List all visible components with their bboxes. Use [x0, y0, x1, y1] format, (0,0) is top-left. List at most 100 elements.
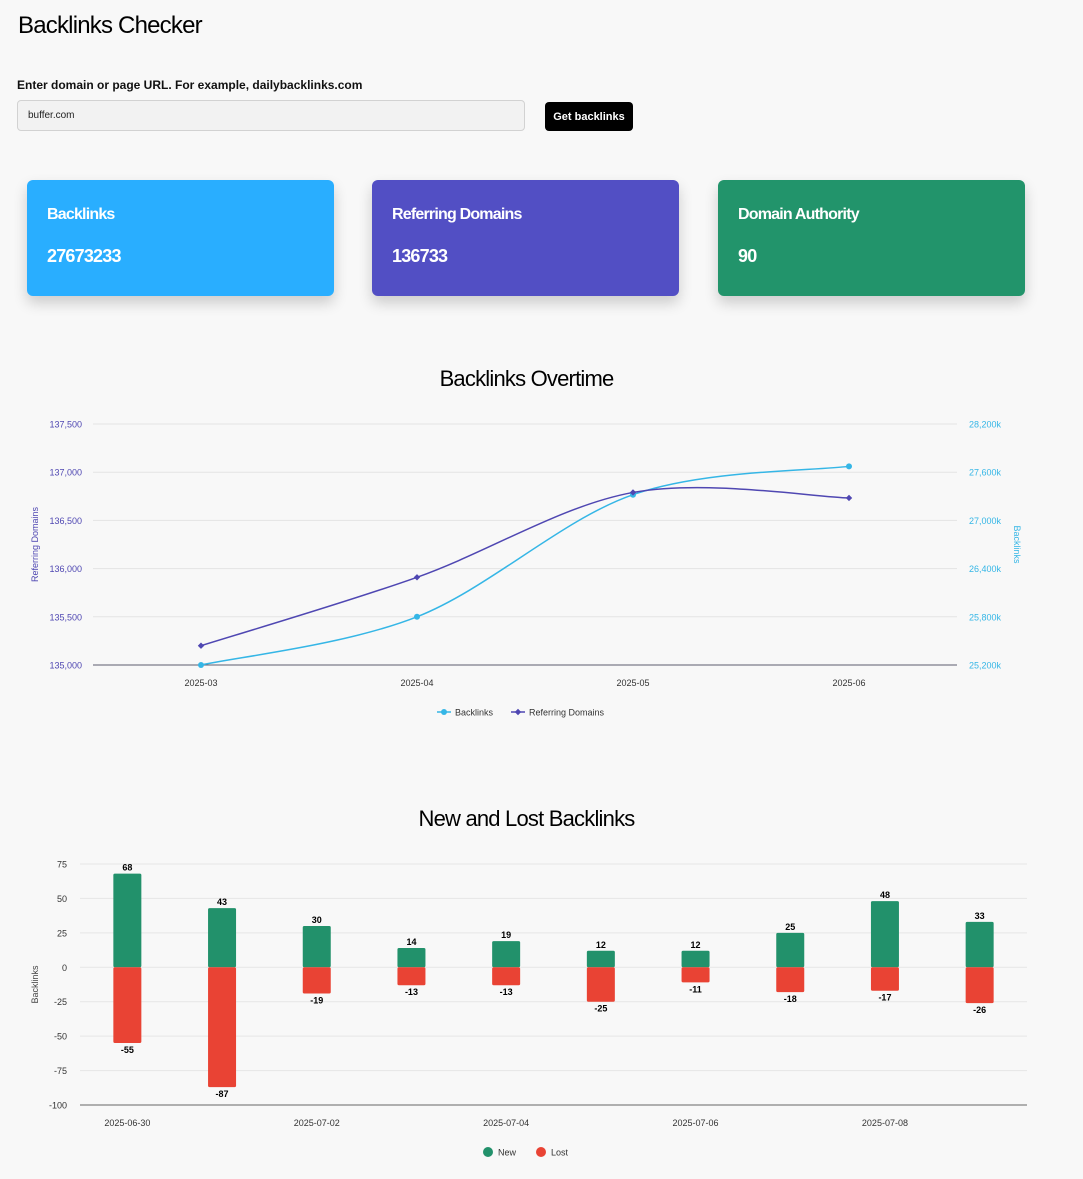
legend-new-label: New [498, 1148, 517, 1158]
y-right-tick-label: 27,000k [969, 516, 1002, 526]
backlinks-point [846, 463, 852, 470]
y-left-axis-label: Referring Domains [30, 506, 40, 582]
domain-authority-card: Domain Authority 90 [718, 180, 1025, 296]
get-backlinks-button[interactable]: Get backlinks [545, 102, 633, 131]
legend-referring-domains-label: Referring Domains [529, 708, 605, 718]
y-left-tick-label: 136,000 [49, 564, 82, 574]
url-input-label: Enter domain or page URL. For example, d… [17, 78, 363, 92]
x-tick-label: 2025-04 [400, 678, 433, 688]
lost-bar [681, 967, 710, 983]
new-bar-data-label: 25 [785, 922, 795, 932]
backlinks-card: Backlinks 27673233 [27, 180, 334, 296]
backlinks-card-label: Backlinks [47, 206, 115, 223]
new-bar [492, 941, 521, 968]
legend-lost-label: Lost [551, 1148, 569, 1158]
y-tick-label: 25 [57, 928, 67, 938]
y-tick-label: -50 [54, 1032, 67, 1042]
new-bar [397, 948, 426, 968]
legend-backlinks-swatch [441, 709, 447, 715]
lost-bar-data-label: -11 [689, 984, 702, 994]
x-tick-label: 2025-07-02 [294, 1118, 340, 1128]
y-axis-label: Backlinks [30, 965, 40, 1004]
y-left-tick-label: 136,500 [49, 516, 82, 526]
referring-domains-point [845, 494, 853, 502]
backlinks-overtime-title: Backlinks Overtime [439, 366, 615, 391]
page-title: Backlinks Checker [18, 12, 203, 39]
backlinks-point [198, 662, 204, 668]
legend-referring-domains-swatch [514, 708, 522, 716]
new-bar-data-label: 48 [880, 890, 890, 900]
legend-backlinks-label: Backlinks [455, 708, 494, 718]
lost-bar [965, 967, 994, 1004]
new-bar-data-label: 12 [596, 940, 606, 950]
new-bar [586, 950, 615, 968]
lost-bar [208, 967, 237, 1088]
referring-domains-point [413, 574, 421, 581]
y-left-tick-label: 137,000 [49, 468, 82, 478]
new-bar-data-label: 19 [501, 930, 511, 940]
lost-bar [302, 967, 331, 994]
lost-bar-data-label: -18 [784, 994, 797, 1004]
url-input[interactable] [17, 100, 525, 131]
y-left-tick-label: 137,500 [49, 420, 82, 430]
referring-domains-series-line [200, 486, 850, 647]
backlinks-point [414, 613, 420, 620]
new-bar-data-label: 43 [217, 897, 227, 907]
referring-domains-card-label: Referring Domains [392, 206, 522, 223]
lost-bar-data-label: -26 [973, 1005, 986, 1015]
lost-bar [492, 967, 521, 986]
x-tick-label: 2025-06-30 [104, 1118, 150, 1128]
x-tick-label: 2025-03 [184, 678, 217, 688]
y-left-tick-label: 135,000 [49, 661, 82, 671]
x-tick-label: 2025-07-04 [483, 1118, 529, 1128]
new-bar [870, 901, 899, 968]
lost-bar-data-label: -55 [121, 1045, 134, 1055]
lost-bar-data-label: -87 [216, 1089, 229, 1099]
lost-bar-data-label: -13 [500, 987, 513, 997]
new-bar-data-label: 33 [975, 911, 985, 921]
new-bar-data-label: 14 [406, 937, 416, 947]
lost-bar [113, 967, 142, 1044]
backlinks-card-value: 27673233 [47, 246, 121, 266]
backlinks-series-line [200, 465, 850, 666]
y-right-tick-label: 27,600k [969, 468, 1002, 478]
y-right-tick-label: 25,800k [969, 612, 1002, 622]
new-lost-backlinks-chart: 75 50 25 0 -25 -50 -75 -100 Backlinks 68 -55 43 -87 3… [30, 860, 1027, 1158]
new-bar-data-label: 68 [122, 863, 132, 873]
new-bar-data-label: 30 [312, 915, 322, 925]
referring-domains-point [629, 489, 637, 496]
backlinks-overtime-chart: 135,000 25,200k 135,500 25,800k 136,000 26,40… [30, 420, 1022, 718]
domain-authority-card-value: 90 [738, 246, 757, 266]
lost-bar-data-label: -25 [594, 1004, 607, 1014]
new-bar [681, 950, 710, 968]
x-tick-label: 2025-07-06 [673, 1118, 719, 1128]
domain-authority-card-label: Domain Authority [738, 206, 860, 223]
y-tick-label: -25 [54, 997, 67, 1007]
new-bar [113, 873, 142, 968]
new-bar [965, 921, 994, 968]
y-tick-label: 0 [62, 963, 67, 973]
y-right-tick-label: 25,200k [969, 661, 1002, 671]
lost-bar [776, 967, 805, 993]
lost-bar [870, 967, 899, 991]
y-tick-label: -100 [49, 1101, 67, 1111]
x-tick-label: 2025-05 [616, 678, 649, 688]
y-tick-label: 75 [57, 860, 67, 870]
lost-bar [586, 967, 615, 1002]
lost-bar-data-label: -17 [878, 993, 891, 1003]
y-tick-label: -75 [54, 1066, 67, 1076]
lost-bar-data-label: -13 [405, 987, 418, 997]
new-bar [208, 908, 237, 968]
legend-new-swatch [483, 1147, 493, 1157]
y-right-tick-label: 26,400k [969, 564, 1002, 574]
new-bar-data-label: 12 [691, 940, 701, 950]
lost-bar-data-label: -19 [310, 995, 323, 1005]
y-right-tick-label: 28,200k [969, 420, 1002, 430]
new-lost-backlinks-title: New and Lost Backlinks [418, 806, 636, 831]
new-bar [776, 932, 805, 968]
referring-domains-point [197, 642, 205, 649]
y-right-axis-label: Backlinks [1012, 525, 1022, 564]
lost-bar [397, 967, 426, 986]
x-tick-label: 2025-06 [832, 678, 865, 688]
new-bar [302, 925, 331, 968]
